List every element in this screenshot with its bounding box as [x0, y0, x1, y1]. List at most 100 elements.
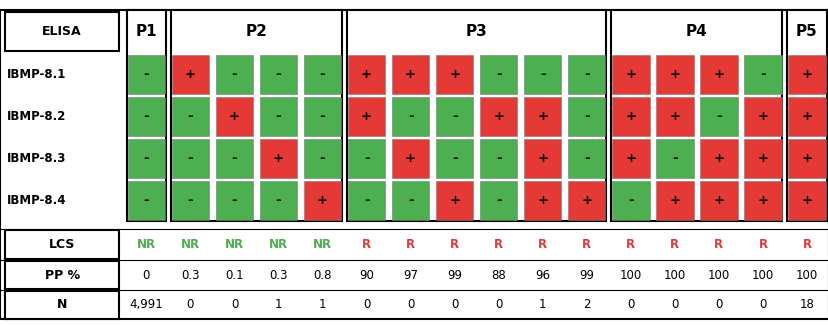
Text: N: N — [57, 298, 67, 311]
Bar — [479, 139, 517, 178]
Text: -: - — [187, 110, 193, 123]
Text: R: R — [406, 238, 415, 251]
Text: P3: P3 — [465, 24, 487, 39]
Text: -: - — [276, 194, 281, 207]
Bar — [347, 10, 605, 221]
Bar — [610, 10, 782, 221]
Text: 0: 0 — [450, 298, 458, 311]
Text: 0: 0 — [671, 298, 678, 311]
Text: -: - — [143, 110, 149, 123]
Text: 96: 96 — [535, 269, 550, 282]
Bar — [787, 10, 826, 221]
Bar — [215, 97, 253, 136]
Bar — [611, 97, 648, 136]
Text: +: + — [537, 110, 547, 123]
Text: 97: 97 — [402, 269, 417, 282]
Text: -: - — [320, 110, 325, 123]
Bar — [787, 139, 825, 178]
Text: 99: 99 — [579, 269, 594, 282]
Bar — [479, 55, 517, 94]
Bar — [348, 55, 385, 94]
Bar — [523, 181, 561, 220]
Text: 90: 90 — [359, 269, 373, 282]
Text: -: - — [143, 68, 149, 81]
Text: +: + — [272, 152, 284, 165]
Text: 0.1: 0.1 — [225, 269, 243, 282]
Text: R: R — [625, 238, 634, 251]
Text: IBMP-8.1: IBMP-8.1 — [7, 68, 66, 81]
Text: R: R — [670, 238, 679, 251]
Text: -: - — [276, 68, 281, 81]
Text: -: - — [451, 110, 457, 123]
Bar — [392, 139, 429, 178]
Text: IBMP-8.4: IBMP-8.4 — [7, 194, 66, 207]
Text: R: R — [714, 238, 723, 251]
Text: +: + — [668, 194, 680, 207]
Text: R: R — [450, 238, 459, 251]
Bar — [787, 97, 825, 136]
Text: +: + — [801, 110, 811, 123]
Text: R: R — [581, 238, 590, 251]
Bar — [128, 97, 165, 136]
Bar — [436, 97, 473, 136]
Text: 0: 0 — [407, 298, 414, 311]
Bar — [436, 55, 473, 94]
Bar — [5, 230, 119, 259]
Bar — [567, 97, 604, 136]
Text: -: - — [628, 194, 633, 207]
Text: +: + — [361, 110, 372, 123]
Bar — [523, 55, 561, 94]
Bar — [611, 139, 648, 178]
Text: -: - — [583, 68, 589, 81]
Text: -: - — [231, 194, 237, 207]
Text: R: R — [362, 238, 371, 251]
Bar — [700, 55, 737, 94]
Bar — [348, 181, 385, 220]
Bar — [259, 139, 296, 178]
Bar — [392, 55, 429, 94]
Bar — [303, 181, 341, 220]
Bar — [303, 97, 341, 136]
Bar — [128, 181, 165, 220]
Text: +: + — [801, 68, 811, 81]
Text: -: - — [143, 194, 149, 207]
Text: P2: P2 — [245, 24, 267, 39]
Bar — [700, 181, 737, 220]
Bar — [128, 55, 165, 94]
Text: NR: NR — [137, 238, 156, 251]
Text: 18: 18 — [798, 298, 813, 311]
Bar — [171, 97, 209, 136]
Text: NR: NR — [181, 238, 200, 251]
Text: 100: 100 — [707, 269, 729, 282]
Text: -: - — [495, 152, 501, 165]
Text: NR: NR — [224, 238, 243, 251]
Bar — [523, 97, 561, 136]
Bar — [259, 55, 296, 94]
Bar — [171, 139, 209, 178]
Text: +: + — [668, 68, 680, 81]
Bar — [479, 97, 517, 136]
Text: +: + — [624, 110, 636, 123]
Text: +: + — [713, 68, 724, 81]
Text: R: R — [493, 238, 503, 251]
Bar — [5, 12, 119, 52]
Text: -: - — [451, 152, 457, 165]
Text: -: - — [187, 194, 193, 207]
Text: -: - — [583, 110, 589, 123]
Text: 0: 0 — [494, 298, 502, 311]
Text: -: - — [231, 152, 237, 165]
Bar — [259, 181, 296, 220]
Bar — [171, 55, 209, 94]
Text: +: + — [580, 194, 591, 207]
Bar — [479, 181, 517, 220]
Text: -: - — [407, 110, 413, 123]
Text: 0: 0 — [230, 298, 238, 311]
Text: +: + — [801, 152, 811, 165]
Bar — [392, 97, 429, 136]
Bar — [787, 55, 825, 94]
Text: -: - — [187, 152, 193, 165]
Text: P4: P4 — [686, 24, 707, 39]
Text: +: + — [624, 152, 636, 165]
Bar — [700, 139, 737, 178]
Bar — [744, 97, 781, 136]
